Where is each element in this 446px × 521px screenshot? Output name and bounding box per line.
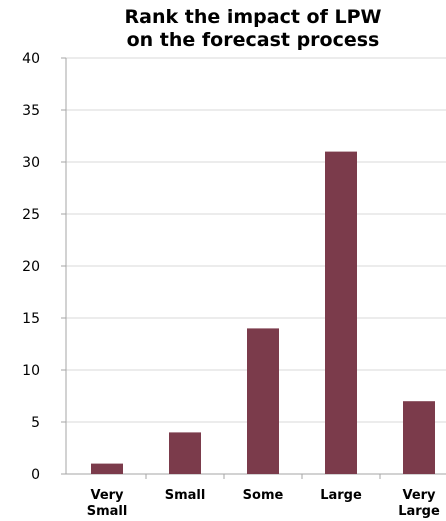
bar bbox=[325, 151, 357, 474]
y-tick-label: 15 bbox=[22, 311, 40, 327]
bar bbox=[403, 401, 435, 474]
x-category-label: Very Large bbox=[398, 488, 440, 519]
y-tick-label: 40 bbox=[22, 51, 40, 67]
x-category-label: Small bbox=[165, 488, 206, 503]
x-category-label: Very Small bbox=[87, 488, 128, 519]
y-tick-label: 20 bbox=[22, 259, 40, 275]
bar bbox=[169, 432, 201, 474]
bar bbox=[91, 463, 123, 474]
chart-title-line-2: on the forecast process bbox=[126, 29, 380, 51]
y-tick-label: 5 bbox=[31, 415, 40, 431]
y-tick-label: 10 bbox=[22, 363, 40, 379]
x-category-label: Large bbox=[320, 488, 362, 503]
x-category-label: Some bbox=[243, 488, 284, 503]
x-category-labels: Very Small Small Some Large Very Large bbox=[87, 488, 440, 519]
bar bbox=[247, 328, 279, 474]
y-tick-label: 30 bbox=[22, 155, 40, 171]
chart-title-line-1: Rank the impact of LPW bbox=[124, 6, 382, 28]
y-tick-labels: 0 5 10 15 20 25 30 35 40 bbox=[22, 51, 40, 483]
y-tick-label: 25 bbox=[22, 207, 40, 223]
bars bbox=[91, 151, 435, 474]
gridlines bbox=[66, 57, 446, 423]
y-tick-label: 0 bbox=[31, 467, 40, 483]
y-tick-label: 35 bbox=[22, 103, 40, 119]
chart-title: Rank the impact of LPW on the forecast p… bbox=[60, 6, 446, 52]
